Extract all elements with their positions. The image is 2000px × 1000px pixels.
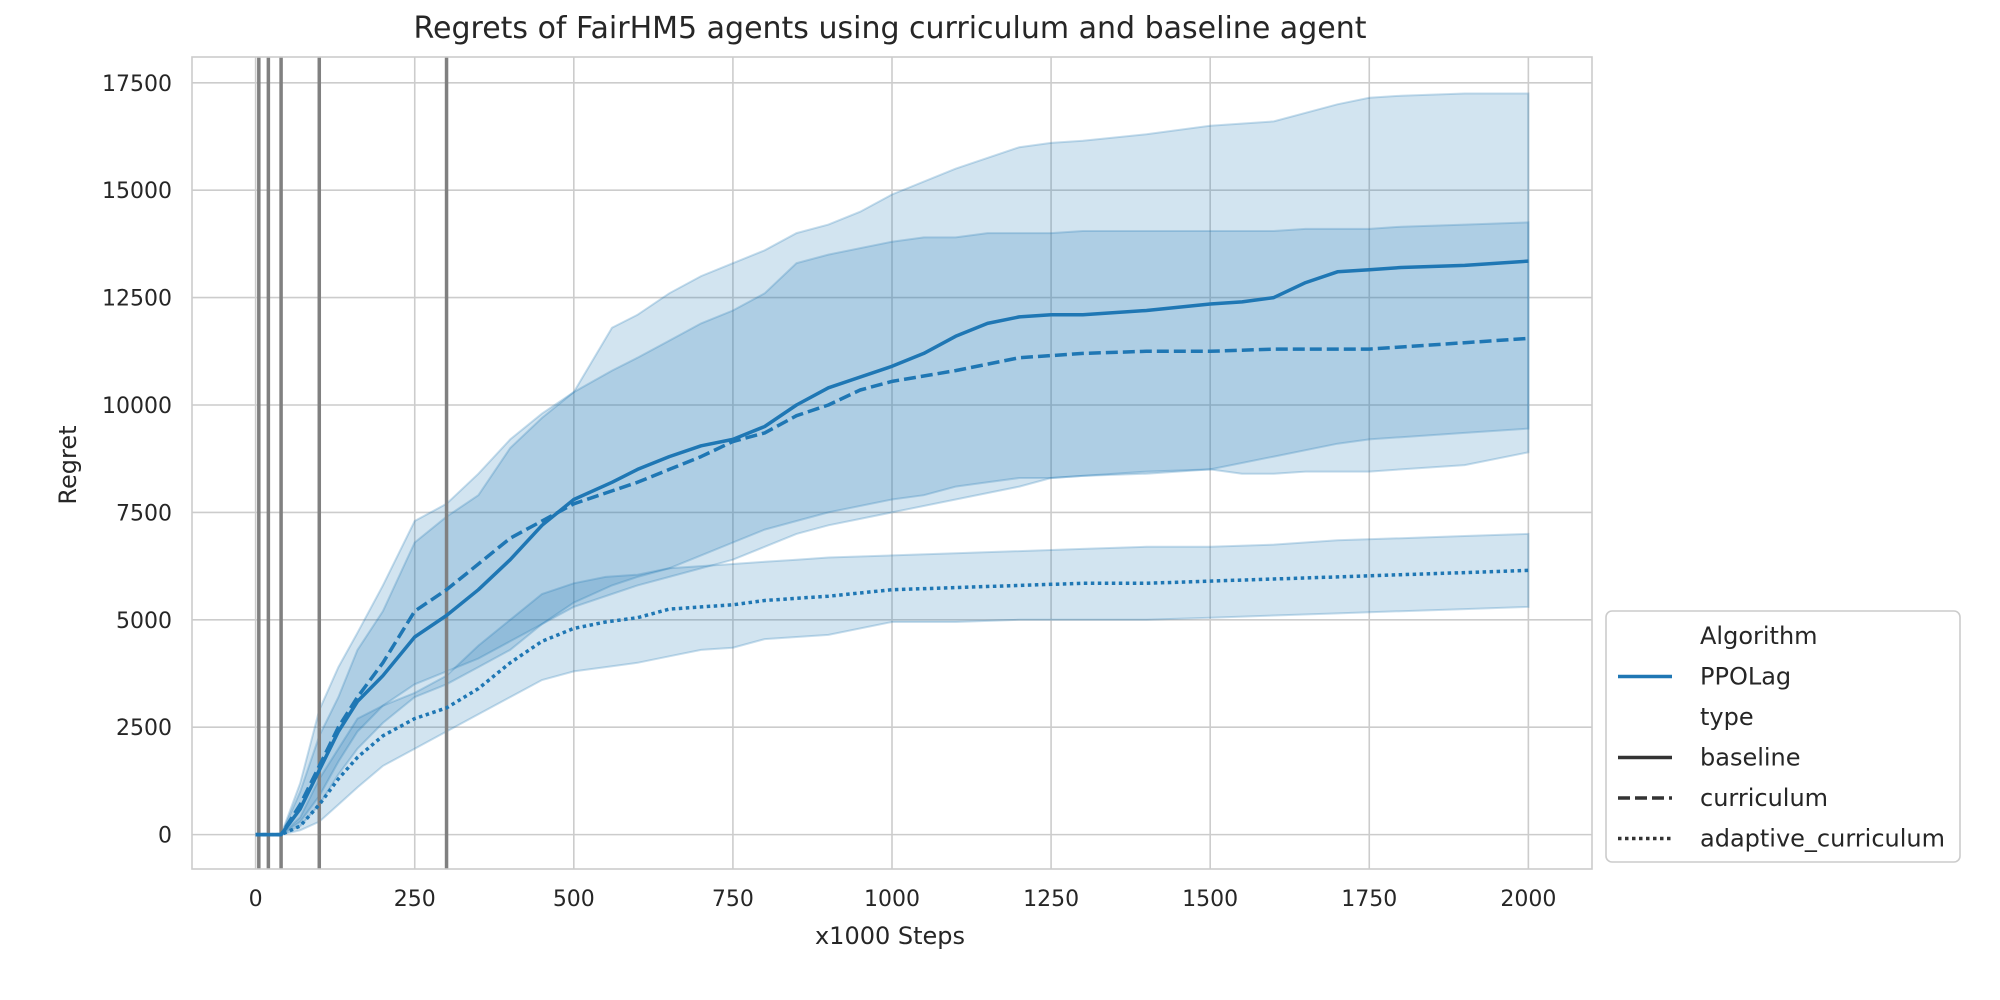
confidence-band-curriculum [255, 92, 1530, 836]
vertical-markers [257, 57, 449, 869]
y-tick-label: 2500 [116, 716, 172, 741]
y-tick-label: 12500 [102, 287, 172, 312]
x-tick-label: 1250 [1023, 887, 1079, 912]
x-tick-label: 250 [394, 887, 436, 912]
y-tick-label: 0 [158, 824, 172, 849]
y-tick-label: 17500 [102, 72, 172, 97]
y-tick-label: 7500 [116, 501, 172, 526]
x-tick-labels: 0 250 500 750 1000 1250 1500 1750 2000 [249, 887, 1557, 912]
line-baseline [255, 259, 1529, 837]
x-tick-label: 0 [249, 887, 263, 912]
y-tick-label: 10000 [102, 394, 172, 419]
series-lines [255, 259, 1529, 837]
confidence-bands [255, 92, 1530, 836]
y-tick-label: 15000 [102, 179, 172, 204]
x-tick-label: 1750 [1341, 887, 1397, 912]
legend-label-Algorithm: Algorithm [1700, 622, 1818, 650]
chart-title: Regrets of FairHM5 agents using curricul… [414, 11, 1367, 46]
line-curriculum [255, 336, 1529, 837]
y-axis-label: Regret [54, 425, 82, 504]
x-tick-label: 1000 [864, 887, 920, 912]
grid [192, 57, 1592, 869]
line-adaptive_curriculum [255, 568, 1529, 837]
x-tick-label: 750 [712, 887, 754, 912]
legend-label-PPOLag: PPOLag [1700, 663, 1791, 691]
y-tick-labels: 0 2500 5000 7500 10000 12500 15000 17500 [102, 72, 172, 849]
x-axis-label: x1000 Steps [815, 922, 965, 950]
x-tick-label: 2000 [1500, 887, 1556, 912]
legend-label-baseline: baseline [1700, 744, 1801, 772]
legend-label-curriculum: curriculum [1700, 784, 1828, 812]
y-tick-label: 5000 [116, 609, 172, 634]
confidence-band-baseline [255, 221, 1530, 836]
plot-area-frame [191, 56, 1593, 870]
legend-frame [1605, 610, 1961, 863]
confidence-band-adaptive_curriculum [255, 532, 1530, 836]
legend-label-type: type [1700, 703, 1754, 731]
x-tick-label: 1500 [1182, 887, 1238, 912]
legend-label-adaptive_curriculum: adaptive_curriculum [1700, 825, 1945, 853]
legend: Algorithm PPOLag type baseline curriculum ada… [1605, 610, 1961, 863]
x-tick-label: 500 [553, 887, 595, 912]
